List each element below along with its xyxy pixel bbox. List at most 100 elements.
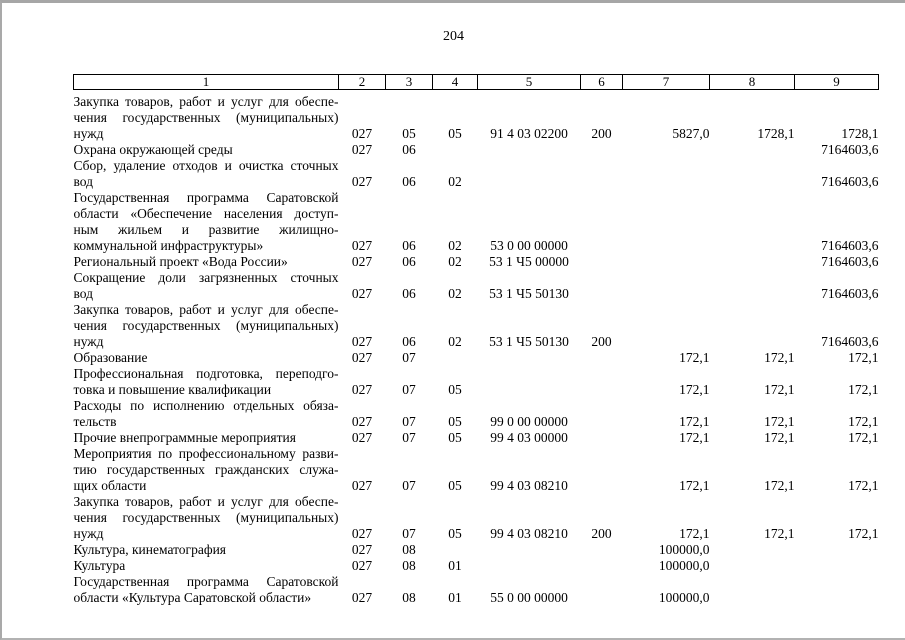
cell-col-6: 200 <box>591 334 612 349</box>
cell-col-6 <box>581 558 623 574</box>
row-name-cell: Государственная программа Саратовской обл… <box>74 190 339 254</box>
cell-col-6 <box>581 542 623 558</box>
row-name-cell: Сокращение доли загрязненных сточных вод <box>74 270 339 302</box>
table-row: Прочие внепрограммные мероприятия 027 07 05… <box>74 430 879 446</box>
cell-col-2: 027 <box>351 414 373 429</box>
column-header-4: 4 <box>432 74 478 90</box>
row-name-cell: Мероприятия по профессиональному разви-т… <box>74 446 339 494</box>
row-name-line: Государственная программа Саратовской <box>73 574 339 589</box>
cell-col-5 <box>478 366 581 398</box>
row-name-line: Мероприятия по профессиональному разви- <box>73 446 339 461</box>
cell-col-2: 027 <box>351 542 373 557</box>
cell-col-3: 06 <box>402 334 416 349</box>
row-name-cell: Закупка товаров, работ и услуг для обесп… <box>74 90 339 143</box>
row-name-line: чения государственных (муниципальных) <box>73 110 339 125</box>
cell-col-6 <box>581 398 623 430</box>
cell-col-7 <box>623 158 710 190</box>
cell-col-9: 7164603,6 <box>821 286 879 301</box>
table-row: Образование 027 07 172,1 172,1 172,1 <box>74 350 879 366</box>
table-row: Культура 027 08 01 100000,0 <box>74 558 879 574</box>
cell-col-9: 172,1 <box>848 382 879 397</box>
cell-col-7 <box>623 254 710 270</box>
cell-col-5: 55 0 00 00000 <box>490 590 568 605</box>
row-name-cell: Расходы по исполнению отдельных обяза-те… <box>74 398 339 430</box>
cell-col-8: 172,1 <box>764 414 795 429</box>
cell-col-9: 7164603,6 <box>821 238 879 253</box>
cell-col-7: 172,1 <box>679 478 710 493</box>
cell-col-2: 027 <box>351 334 373 349</box>
cell-col-9: 172,1 <box>848 526 879 541</box>
cell-col-6 <box>581 190 623 254</box>
row-name-line: вод <box>73 174 94 189</box>
cell-col-3: 06 <box>402 238 416 253</box>
cell-col-8 <box>710 542 795 558</box>
cell-col-7: 100000,0 <box>658 590 710 605</box>
cell-col-8 <box>710 574 795 606</box>
table-row: Закупка товаров, работ и услуг для обесп… <box>74 494 879 542</box>
row-name-cell: Прочие внепрограммные мероприятия <box>74 430 339 446</box>
cell-col-8: 172,1 <box>764 430 795 445</box>
row-name-line: Прочие внепрограммные мероприятия <box>73 430 296 445</box>
row-name-cell: Государственная программа Саратовской обл… <box>74 574 339 606</box>
cell-col-7: 172,1 <box>679 414 710 429</box>
cell-col-6: 200 <box>591 526 612 541</box>
row-name-line: Расходы по исполнению отдельных обяза- <box>73 398 339 413</box>
cell-col-4: 05 <box>448 478 462 493</box>
cell-col-9: 1728,1 <box>841 126 879 141</box>
row-name-cell: Сбор, удаление отходов и очистка сточных… <box>74 158 339 190</box>
cell-col-9: 172,1 <box>848 350 879 365</box>
cell-col-2: 027 <box>351 126 373 141</box>
page-number: 204 <box>443 29 464 44</box>
cell-col-3: 07 <box>402 526 416 541</box>
cell-col-3: 08 <box>402 542 416 557</box>
row-name-line: Культура, кинематография <box>73 542 227 557</box>
cell-col-5 <box>478 350 581 366</box>
row-name-line: области «Культура Саратовской области» <box>73 590 312 605</box>
cell-col-8: 172,1 <box>764 350 795 365</box>
column-header-7: 7 <box>622 74 710 90</box>
table-row: Закупка товаров, работ и услуг для обесп… <box>74 90 879 143</box>
cell-col-3: 07 <box>402 430 416 445</box>
cell-col-7 <box>623 302 710 350</box>
cell-col-2: 027 <box>351 238 373 253</box>
cell-col-7: 100000,0 <box>658 558 710 573</box>
cell-col-4: 05 <box>448 382 462 397</box>
cell-col-4 <box>433 542 478 558</box>
cell-col-4: 02 <box>448 334 462 349</box>
cell-col-2: 027 <box>351 590 373 605</box>
row-name-line: Охрана окружающей среды <box>73 142 233 157</box>
cell-col-7: 172,1 <box>679 382 710 397</box>
column-header-6: 6 <box>580 74 623 90</box>
cell-col-8 <box>710 302 795 350</box>
row-name-line: Образование <box>73 350 148 365</box>
cell-col-3: 06 <box>402 142 416 157</box>
table-row: Региональный проект «Вода России» 027 06 02… <box>74 254 879 270</box>
cell-col-5: 91 4 03 02200 <box>490 126 568 141</box>
column-header-8: 8 <box>709 74 795 90</box>
cell-col-8 <box>710 270 795 302</box>
cell-col-4: 05 <box>448 526 462 541</box>
cell-col-7: 5827,0 <box>672 126 710 141</box>
cell-col-8: 172,1 <box>764 526 795 541</box>
cell-col-2: 027 <box>351 478 373 493</box>
row-name-line: области «Обеспечение населения доступ- <box>73 206 339 221</box>
cell-col-2: 027 <box>351 382 373 397</box>
row-name-cell: Профессиональная подготовка, переподго-т… <box>74 366 339 398</box>
cell-col-6 <box>581 430 623 446</box>
cell-col-4: 02 <box>448 238 462 253</box>
cell-col-7: 172,1 <box>679 350 710 365</box>
column-header-3: 3 <box>385 74 433 90</box>
cell-col-7: 172,1 <box>679 430 710 445</box>
cell-col-8 <box>710 254 795 270</box>
cell-col-5: 53 1 Ч5 50130 <box>489 286 569 301</box>
cell-col-4: 02 <box>448 174 462 189</box>
cell-col-8 <box>710 142 795 158</box>
table-row: Государственная программа Саратовской обл… <box>74 190 879 254</box>
row-name-cell: Региональный проект «Вода России» <box>74 254 339 270</box>
cell-col-5: 99 4 03 08210 <box>490 526 568 541</box>
cell-col-5: 53 1 Ч5 50130 <box>489 334 569 349</box>
cell-col-6 <box>581 270 623 302</box>
table-row: Закупка товаров, работ и услуг для обесп… <box>74 302 879 350</box>
